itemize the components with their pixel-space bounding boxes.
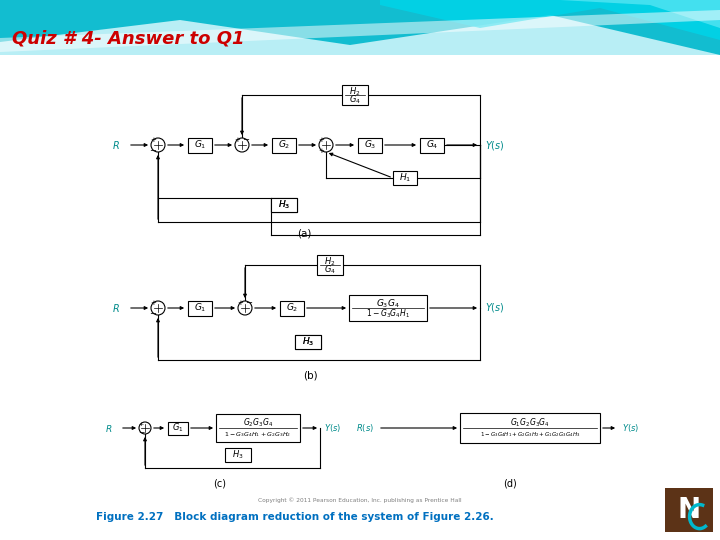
Text: $H_3$: $H_3$ <box>278 199 290 211</box>
Text: (b): (b) <box>302 370 318 380</box>
Text: (d): (d) <box>503 478 517 488</box>
Text: $G_4$: $G_4$ <box>324 263 336 275</box>
Text: Figure 2.27   Block diagram reduction of the system of Figure 2.26.: Figure 2.27 Block diagram reduction of t… <box>96 512 494 522</box>
Text: +: + <box>234 137 240 143</box>
Bar <box>317 255 343 275</box>
Bar <box>272 138 296 152</box>
Text: (c): (c) <box>214 478 227 488</box>
Bar <box>216 414 300 442</box>
Text: −: − <box>138 429 144 437</box>
Bar <box>460 413 600 443</box>
Text: $1-G_3G_4H_1+G_2G_3H_2$: $1-G_3G_4H_1+G_2G_3H_2$ <box>225 430 292 438</box>
Bar <box>280 300 304 315</box>
Text: +: + <box>150 137 156 143</box>
Text: −: − <box>243 136 250 145</box>
Text: $G_4$: $G_4$ <box>349 93 361 106</box>
Bar <box>295 335 321 349</box>
Bar <box>271 198 297 212</box>
Text: $G_1$: $G_1$ <box>172 422 184 434</box>
Text: −: − <box>150 146 156 156</box>
Polygon shape <box>0 0 720 55</box>
Bar <box>188 138 212 152</box>
Bar <box>420 138 444 152</box>
Text: $G_1$: $G_1$ <box>194 302 206 314</box>
Bar <box>0 0 720 55</box>
Text: +: + <box>237 300 243 306</box>
Polygon shape <box>560 0 720 28</box>
Bar <box>358 138 382 152</box>
Text: N: N <box>678 496 701 524</box>
Text: $G_2$: $G_2$ <box>278 139 290 151</box>
Text: +: + <box>318 148 324 154</box>
Text: $H_1$: $H_1$ <box>399 172 411 184</box>
Text: $R(s)$: $R(s)$ <box>356 422 374 434</box>
Circle shape <box>151 301 165 315</box>
Text: $H_2$: $H_2$ <box>349 85 361 98</box>
Text: $H_3$: $H_3$ <box>302 336 314 348</box>
Text: $R$: $R$ <box>112 139 120 151</box>
Circle shape <box>235 138 249 152</box>
Text: Copyright © 2011 Pearson Education, Inc. publishing as Prentice Hall: Copyright © 2011 Pearson Education, Inc.… <box>258 497 462 503</box>
Text: $G_2G_3G_4$: $G_2G_3G_4$ <box>243 417 273 429</box>
Text: $G_1$: $G_1$ <box>194 139 206 151</box>
Text: (a): (a) <box>297 229 311 239</box>
Bar <box>188 300 212 315</box>
Text: $G_1G_2G_3G_4$: $G_1G_2G_3G_4$ <box>510 416 550 429</box>
Text: $H_3$: $H_3$ <box>278 199 290 211</box>
Text: $Y(s)$: $Y(s)$ <box>622 422 639 434</box>
Text: $1-G_3G_4H_1$: $1-G_3G_4H_1$ <box>366 307 410 320</box>
Text: +: + <box>138 422 143 427</box>
Bar <box>225 448 251 462</box>
Circle shape <box>139 422 151 434</box>
Text: $R$: $R$ <box>104 422 112 434</box>
Text: −: − <box>150 309 156 319</box>
Text: −: − <box>246 299 253 307</box>
Bar <box>349 295 427 321</box>
Text: +: + <box>318 137 324 143</box>
Bar <box>0 55 720 540</box>
Text: $1-G_3G_4H_1+G_2G_3H_2+G_1G_2G_3G_4H_3$: $1-G_3G_4H_1+G_2G_3H_2+G_1G_2G_3G_4H_3$ <box>480 430 580 439</box>
Bar <box>665 488 713 532</box>
Circle shape <box>151 138 165 152</box>
Bar <box>393 171 417 185</box>
Text: $Y(s)$: $Y(s)$ <box>485 301 505 314</box>
Bar <box>168 422 188 435</box>
Text: $H_2$: $H_2$ <box>324 255 336 268</box>
Text: $H_3$: $H_3$ <box>232 449 244 461</box>
Circle shape <box>319 138 333 152</box>
Bar <box>295 335 321 349</box>
Text: $G_3$: $G_3$ <box>364 139 377 151</box>
Text: Quiz # 4- Answer to Q1: Quiz # 4- Answer to Q1 <box>12 29 245 47</box>
Text: $G_3G_4$: $G_3G_4$ <box>376 297 400 309</box>
Bar <box>271 198 297 212</box>
Text: $R$: $R$ <box>112 302 120 314</box>
Text: +: + <box>150 300 156 306</box>
Text: $Y(s)$: $Y(s)$ <box>324 422 341 434</box>
Circle shape <box>238 301 252 315</box>
Bar <box>342 85 368 105</box>
Polygon shape <box>0 10 720 52</box>
Text: $G_4$: $G_4$ <box>426 139 438 151</box>
Polygon shape <box>380 0 720 40</box>
Text: $Y(s)$: $Y(s)$ <box>485 138 505 152</box>
Text: $G_2$: $G_2$ <box>286 302 298 314</box>
Text: $H_3$: $H_3$ <box>302 336 314 348</box>
